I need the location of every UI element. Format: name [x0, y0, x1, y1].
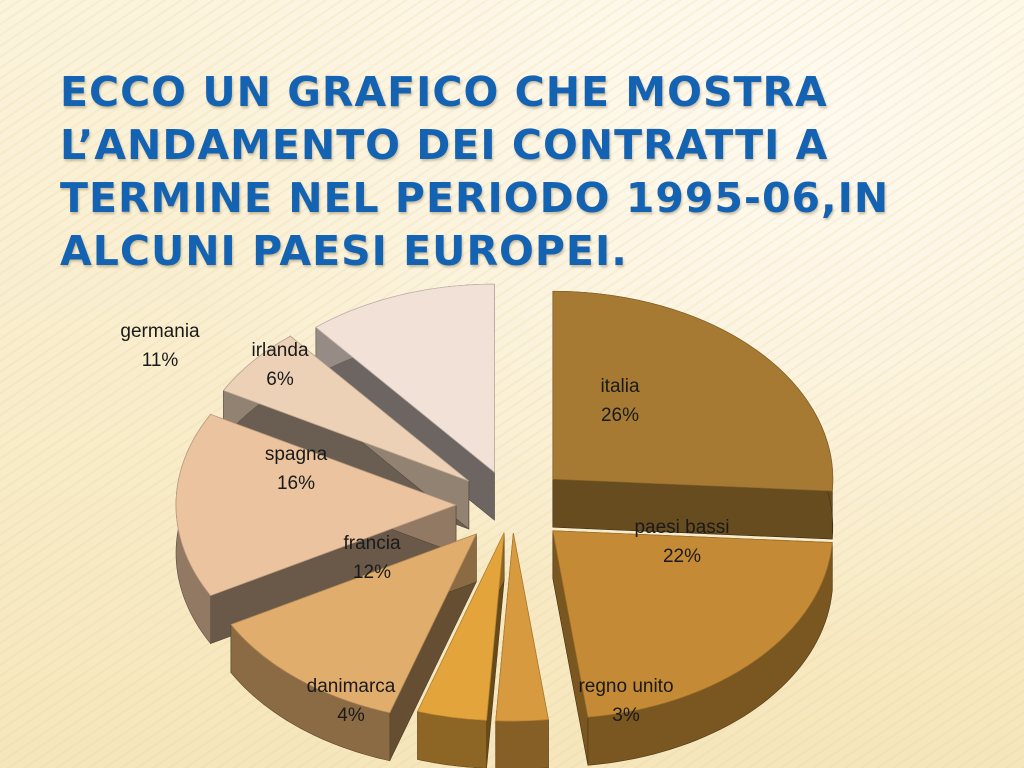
- slice-label-italia: italia: [600, 376, 640, 397]
- slice-label-spagna: spagna: [265, 444, 328, 465]
- title-line-2: L’ANDAMENTO DEI CONTRATTI A: [60, 121, 829, 169]
- slice-label-francia: francia: [343, 533, 400, 554]
- slice-label-regno-unito: regno unito: [578, 676, 673, 697]
- slice-label-irlanda: irlanda: [251, 340, 308, 361]
- pie-slice-danimarca: [417, 532, 505, 768]
- pie-slice-spagna: [175, 413, 458, 645]
- pie-slice-face: [222, 335, 470, 482]
- slice-value-spagna: 16%: [277, 473, 315, 494]
- slice-label-paesi-bassi: paesi bassi: [634, 517, 729, 538]
- slice-value-regno-unito: 3%: [612, 705, 640, 726]
- pie-slice-face: [175, 413, 458, 597]
- pie-slice-face: [495, 533, 549, 722]
- pie-slice-italia: [552, 290, 834, 540]
- pie-slice-rim: [495, 719, 549, 768]
- slice-label-germania: germania: [120, 321, 200, 342]
- slide-title: ECCO UN GRAFICO CHE MOSTRA L’ANDAMENTO D…: [60, 66, 960, 278]
- pie-slice-face: [552, 530, 833, 718]
- slice-value-francia: 12%: [353, 562, 391, 583]
- pie-slice-face: [552, 290, 834, 492]
- pie-slice-face: [315, 283, 495, 473]
- pie-slice-face: [230, 533, 478, 714]
- title-line-4: ALCUNI PAESI EUROPEI.: [60, 227, 628, 275]
- slice-value-danimarca: 4%: [337, 705, 365, 726]
- pie-slice-regno-unito: [495, 533, 549, 768]
- slice-label-danimarca: danimarca: [307, 676, 396, 697]
- slice-value-italia: 26%: [601, 405, 639, 426]
- pie-slice-paesi-bassi: [552, 530, 833, 766]
- pie-slice-francia: [230, 533, 478, 762]
- slice-value-germania: 11%: [142, 350, 179, 371]
- pie-slice-face: [417, 532, 505, 721]
- slice-value-irlanda: 6%: [266, 369, 294, 390]
- title-line-3: TERMINE NEL PERIODO 1995-06,IN: [60, 174, 890, 222]
- slice-value-paesi-bassi: 22%: [663, 546, 701, 567]
- title-line-1: ECCO UN GRAFICO CHE MOSTRA: [60, 68, 828, 116]
